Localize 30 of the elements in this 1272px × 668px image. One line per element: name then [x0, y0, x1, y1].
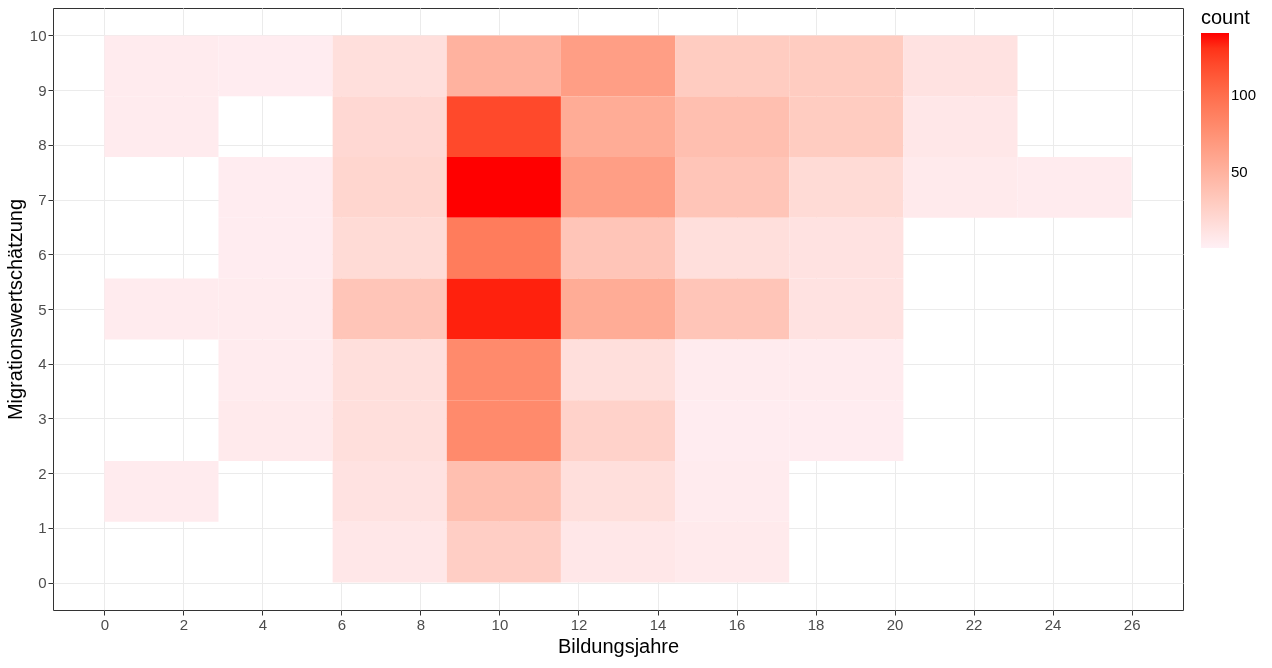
y-tick-label: 10	[29, 26, 47, 44]
x-tick-label: 6	[337, 615, 347, 633]
x-tick-label: 26	[1123, 615, 1141, 633]
x-tick-label: 10	[491, 615, 509, 633]
x-tick-label: 16	[728, 615, 746, 633]
y-tick-label: 3	[38, 409, 47, 427]
y-tick-label: 2	[38, 464, 47, 482]
x-tick-label: 2	[179, 615, 189, 633]
x-tick-label: 20	[886, 615, 904, 633]
color-bar-label: 100	[1231, 85, 1257, 103]
x-tick-label: 24	[1044, 615, 1062, 633]
x-tick-label: 8	[416, 615, 426, 633]
legend-title: count	[1201, 6, 1251, 28]
x-tick-label: 0	[100, 615, 110, 633]
y-tick-label: 9	[38, 81, 47, 99]
y-axis-title: Migrationswertschätzung	[3, 198, 26, 421]
y-tick-label: 8	[38, 136, 47, 154]
y-tick-label: 6	[38, 245, 47, 263]
y-tick-label: 1	[38, 519, 47, 537]
y-tick-label: 4	[38, 355, 47, 373]
x-tick-label: 12	[570, 615, 588, 633]
y-tick-label: 5	[38, 300, 47, 318]
x-tick-label: 18	[807, 615, 825, 633]
y-tick-label: 7	[38, 191, 47, 209]
color-bar-label: 50	[1231, 163, 1248, 181]
x-tick-label: 22	[965, 615, 983, 633]
x-tick-label: 14	[649, 615, 667, 633]
y-tick-label: 0	[38, 574, 47, 592]
x-axis-title: Bildungsjahre	[557, 634, 680, 657]
x-tick-label: 4	[258, 615, 268, 633]
